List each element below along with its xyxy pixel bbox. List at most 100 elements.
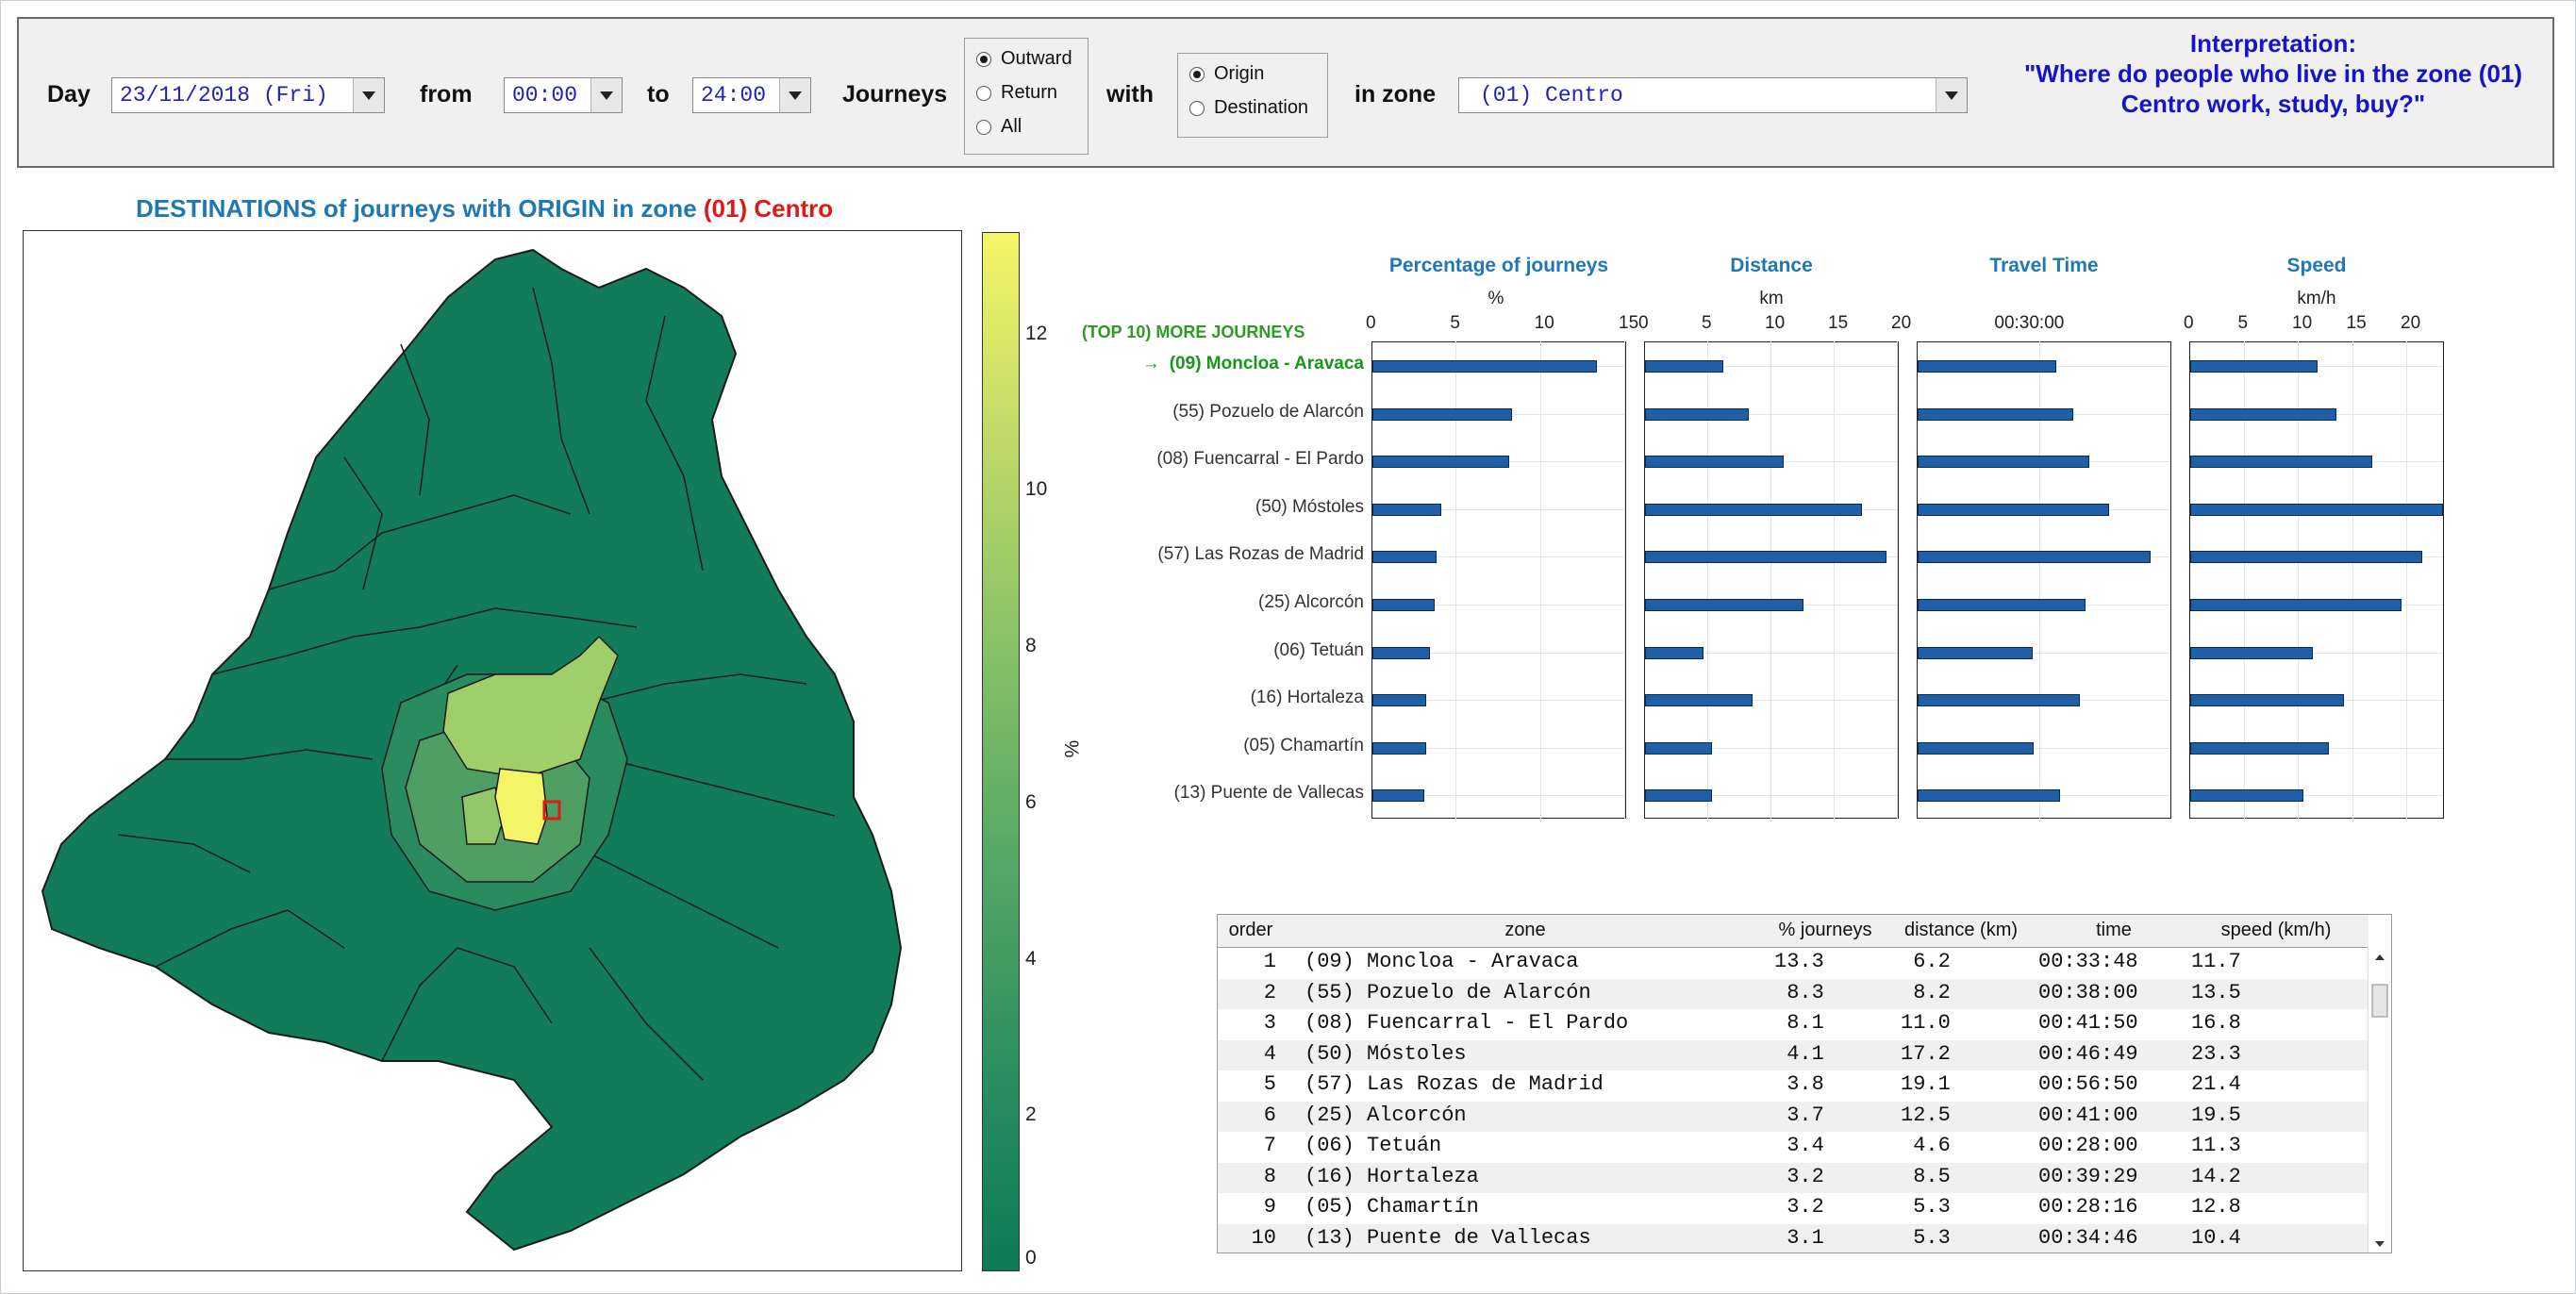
zone-value: (01) Centro xyxy=(1480,83,1623,108)
bar[interactable] xyxy=(1372,646,1430,659)
bar[interactable] xyxy=(1645,456,1785,469)
row-grid-line xyxy=(1918,652,2170,654)
bar[interactable] xyxy=(1918,503,2110,516)
table-cell: 00:28:00 xyxy=(2038,1134,2138,1157)
bar[interactable] xyxy=(2190,646,2313,659)
table-cell: 13.5 xyxy=(2191,980,2241,1004)
bar[interactable] xyxy=(1372,599,1436,611)
radio-selected-icon[interactable] xyxy=(976,51,991,67)
bar[interactable] xyxy=(1918,646,2033,659)
radio-destination[interactable]: Destination xyxy=(1189,97,1308,119)
bar[interactable] xyxy=(2190,360,2318,373)
table-scrollbar[interactable] xyxy=(2368,947,2391,1253)
bar[interactable] xyxy=(1372,741,1427,755)
table-row[interactable]: 7 (06) Tetuán 3.4 4.6 00:28:00 11.3 xyxy=(1218,1132,2368,1163)
row-grid-line xyxy=(1645,366,1898,367)
bar[interactable] xyxy=(1372,503,1442,516)
bar[interactable] xyxy=(1645,646,1703,659)
bar[interactable] xyxy=(1918,456,2089,469)
control-panel: Day 23/11/2018 (Fri) from 00:00 to 24:00… xyxy=(17,17,2554,168)
bar[interactable] xyxy=(1918,551,2151,564)
column-header-distance[interactable]: distance (km) xyxy=(1903,920,2019,940)
radio-empty-icon[interactable] xyxy=(1189,100,1205,116)
bar[interactable] xyxy=(1645,599,1803,611)
bar[interactable] xyxy=(1918,741,2034,755)
table-row[interactable]: 9 (05) Chamartín 3.2 5.3 00:28:16 12.8 xyxy=(1218,1193,2368,1224)
bar[interactable] xyxy=(2190,456,2373,469)
bar[interactable] xyxy=(2190,741,2330,755)
bar[interactable] xyxy=(2190,551,2423,564)
selected-zone-marker[interactable] xyxy=(542,800,561,821)
table-row[interactable]: 5 (57) Las Rozas de Madrid 3.8 19.1 00:56:5… xyxy=(1218,1070,2368,1102)
column-header-zone[interactable]: zone xyxy=(1504,920,1546,940)
day-dropdown[interactable]: 23/11/2018 (Fri) xyxy=(111,77,385,113)
row-grid-line xyxy=(1372,700,1625,702)
column-header-speed[interactable]: speed (km/h) xyxy=(2220,920,2332,940)
scroll-up-arrow-icon[interactable] xyxy=(2375,954,2385,960)
region-pozuelo[interactable] xyxy=(461,787,506,845)
table-row[interactable]: 10 (13) Puente de Vallecas 3.1 5.3 00:34:4… xyxy=(1218,1223,2368,1253)
results-table[interactable]: order zone % journeys distance (km) time… xyxy=(1217,914,2392,1253)
row-grid-line xyxy=(2190,795,2443,797)
region-moncloa[interactable] xyxy=(442,635,619,779)
radio-empty-icon[interactable] xyxy=(976,119,991,135)
bar[interactable] xyxy=(1918,694,2080,707)
bar[interactable] xyxy=(1372,789,1425,803)
bar[interactable] xyxy=(2190,407,2337,421)
table-row[interactable]: 6 (25) Alcorcón 3.7 12.5 00:41:00 19.5 xyxy=(1218,1101,2368,1132)
chevron-down-icon[interactable] xyxy=(353,78,384,112)
radio-outward[interactable]: Outward xyxy=(976,48,1072,70)
chevron-down-icon[interactable] xyxy=(590,78,622,112)
region-centro-neighbor[interactable] xyxy=(494,768,548,845)
zone-dropdown[interactable]: (01) Centro xyxy=(1458,77,1968,113)
column-header-time[interactable]: time xyxy=(2096,920,2132,940)
bar[interactable] xyxy=(1645,694,1753,707)
colorbar-unit: % xyxy=(1061,739,1084,758)
column-header-journeys[interactable]: % journeys xyxy=(1778,920,1872,940)
radio-return[interactable]: Return xyxy=(976,82,1057,104)
bar[interactable] xyxy=(1918,360,2056,373)
radio-label: Outward xyxy=(1001,48,1072,69)
table-cell: 00:39:29 xyxy=(2038,1164,2138,1188)
bar[interactable] xyxy=(2190,503,2443,516)
bar[interactable] xyxy=(1372,407,1513,421)
chart-title: Travel Time xyxy=(1989,255,2099,276)
row-grid-line xyxy=(1918,747,2170,749)
table-cell: 3 xyxy=(1263,1011,1276,1035)
bar[interactable] xyxy=(1918,599,2086,611)
scroll-down-arrow-icon[interactable] xyxy=(2375,1241,2385,1247)
table-row[interactable]: 8 (16) Hortaleza 3.2 8.5 00:39:29 14.2 xyxy=(1218,1162,2368,1193)
bar[interactable] xyxy=(2190,789,2303,803)
grid-line xyxy=(2039,341,2041,819)
bar[interactable] xyxy=(1645,407,1749,421)
radio-all[interactable]: All xyxy=(976,116,1022,138)
bar[interactable] xyxy=(1372,694,1427,707)
bar[interactable] xyxy=(2190,599,2402,611)
chevron-down-icon[interactable] xyxy=(1936,78,1967,112)
bar[interactable] xyxy=(1645,551,1886,564)
table-row[interactable]: 3 (08) Fuencarral - El Pardo 8.1 11.0 00:41… xyxy=(1218,1009,2368,1040)
table-cell: (13) Puente de Vallecas xyxy=(1305,1225,1591,1250)
from-time-dropdown[interactable]: 00:00 xyxy=(504,77,623,113)
column-header-order[interactable]: order xyxy=(1228,920,1273,940)
table-row[interactable]: 2 (55) Pozuelo de Alarcón 8.3 8.2 00:38:00… xyxy=(1218,978,2368,1009)
bar[interactable] xyxy=(1645,741,1713,755)
to-time-dropdown[interactable]: 24:00 xyxy=(692,77,811,113)
bar[interactable] xyxy=(1645,789,1713,803)
bar[interactable] xyxy=(1372,360,1597,373)
radio-origin[interactable]: Origin xyxy=(1189,63,1264,85)
bar[interactable] xyxy=(1645,503,1863,516)
bar[interactable] xyxy=(1372,456,1509,469)
bar[interactable] xyxy=(1645,360,1724,373)
bar[interactable] xyxy=(1918,407,2074,421)
bar[interactable] xyxy=(1918,789,2061,803)
table-row[interactable]: 1 (09) Moncloa - Aravaca 13.3 6.2 00:33:48 1… xyxy=(1218,948,2368,979)
bar[interactable] xyxy=(2190,694,2345,707)
radio-empty-icon[interactable] xyxy=(976,85,991,101)
chevron-down-icon[interactable] xyxy=(779,78,810,112)
bar[interactable] xyxy=(1372,551,1437,564)
radio-selected-icon[interactable] xyxy=(1189,66,1205,82)
table-row[interactable]: 4 (50) Móstoles 4.1 17.2 00:46:49 23.3 xyxy=(1218,1039,2368,1070)
choropleth-map[interactable] xyxy=(23,230,962,1271)
scroll-thumb[interactable] xyxy=(2371,984,2388,1018)
